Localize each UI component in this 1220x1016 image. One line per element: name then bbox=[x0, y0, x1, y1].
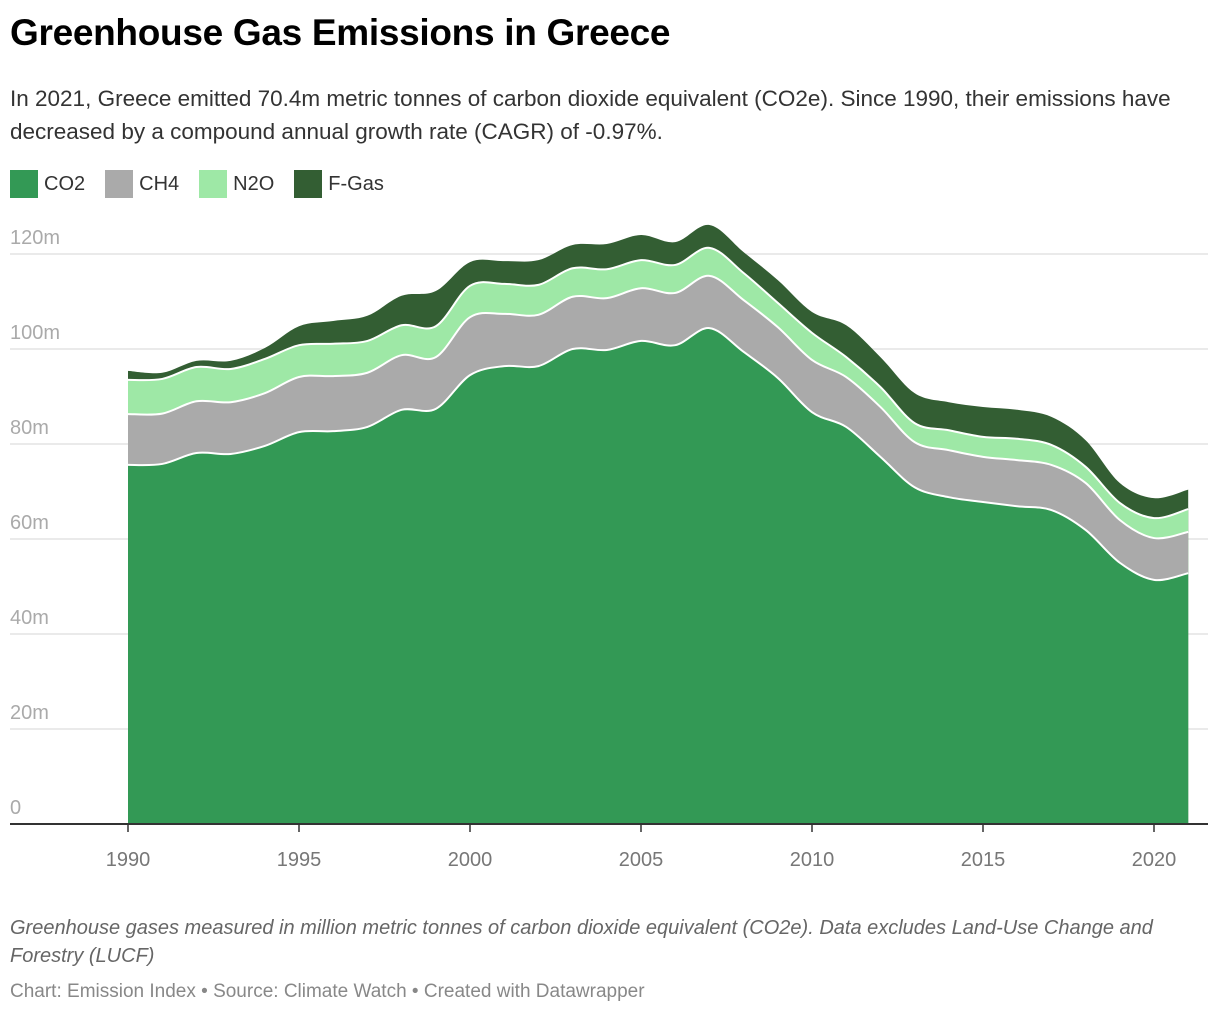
legend-item-n2o: N2O bbox=[199, 170, 274, 198]
x-tick-label: 1995 bbox=[277, 849, 322, 871]
legend-swatch bbox=[105, 170, 134, 198]
chart-notes: Greenhouse gases measured in million met… bbox=[10, 917, 1153, 967]
legend-swatch bbox=[10, 170, 38, 198]
legend-swatch bbox=[294, 170, 323, 198]
y-tick-label: 20m bbox=[10, 702, 49, 724]
area-co2 bbox=[128, 328, 1189, 824]
chart-subtitle: In 2021, Greece emitted 70.4m metric ton… bbox=[10, 86, 1171, 144]
legend: CO2 CH4 N2O F-Gas bbox=[10, 170, 384, 198]
legend-item-co2: CO2 bbox=[10, 170, 85, 198]
series-boundary-line bbox=[127, 274, 1189, 540]
legend-label: F-Gas bbox=[328, 172, 384, 195]
legend-item-ch4: CH4 bbox=[105, 170, 179, 198]
y-tick-label: 120m bbox=[10, 227, 60, 249]
series-boundary-line bbox=[127, 327, 1189, 582]
y-tick-label: 40m bbox=[10, 607, 49, 629]
y-tick-label: 80m bbox=[10, 417, 49, 439]
x-tick-label: 2005 bbox=[619, 849, 664, 871]
x-tick-label: 1990 bbox=[106, 849, 151, 871]
chart-title: Greenhouse Gas Emissions in Greece bbox=[10, 12, 671, 53]
x-tick-label: 2000 bbox=[448, 849, 493, 871]
chart-source: Chart: Emission Index • Source: Climate … bbox=[10, 981, 645, 1002]
legend-label: CH4 bbox=[139, 172, 180, 195]
legend-label: CO2 bbox=[44, 172, 86, 195]
series-boundary-line bbox=[127, 246, 1189, 520]
x-tick-label: 2010 bbox=[790, 849, 835, 871]
y-tick-label: 60m bbox=[10, 512, 49, 534]
legend-swatch bbox=[199, 170, 228, 198]
y-tick-label: 100m bbox=[10, 322, 60, 344]
x-tick-label: 2015 bbox=[961, 849, 1006, 871]
x-tick-label: 2020 bbox=[1132, 849, 1177, 871]
stacked-area-chart: 0 20m 40m 60m 80m 100m 120m 1990 1995 2000 2005 201… bbox=[10, 224, 1208, 871]
legend-label: N2O bbox=[233, 172, 275, 195]
legend-item-f-gas: F-Gas bbox=[294, 170, 384, 198]
y-tick-label: 0 bbox=[10, 797, 21, 819]
